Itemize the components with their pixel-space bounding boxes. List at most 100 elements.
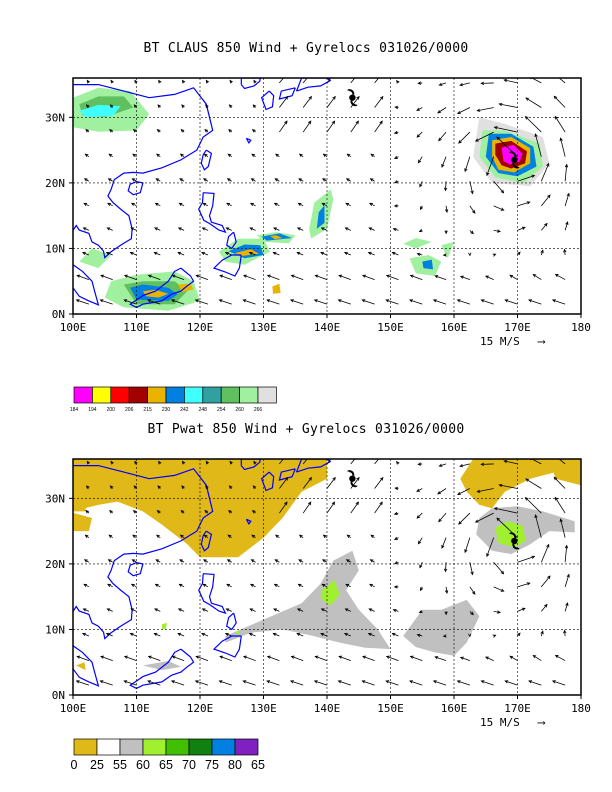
wind-arrowhead	[322, 153, 327, 157]
wind-arrowhead	[85, 509, 89, 514]
wind-arrowhead	[432, 680, 437, 684]
wind-arrowhead	[546, 543, 550, 548]
wind-arrow	[297, 608, 304, 612]
wind-arrow	[321, 608, 328, 612]
wind-arrow	[76, 680, 90, 686]
wind-arrowhead	[524, 496, 529, 501]
wind-arrowhead	[275, 534, 279, 538]
wind-arrow	[172, 275, 185, 280]
wind-arrow	[82, 633, 90, 637]
wind-arrow	[226, 227, 232, 231]
cyclone-symbol-icon	[509, 532, 520, 550]
wind-arrow	[77, 656, 90, 661]
wind-arrow	[266, 299, 280, 305]
wind-arrow	[486, 537, 495, 557]
wind-arrowhead	[297, 583, 302, 587]
wind-arrowhead	[357, 72, 360, 75]
wind-arrow	[243, 299, 256, 305]
wind-arrowhead	[158, 460, 162, 465]
wind-arrowhead	[155, 178, 160, 182]
wind-arrowhead	[459, 275, 464, 279]
wind-arrow	[458, 512, 471, 525]
wind-arrow	[201, 252, 209, 256]
coastline	[295, 459, 332, 473]
wind-arrowhead	[296, 251, 301, 255]
wind-arrow	[499, 103, 518, 108]
wind-arrow	[418, 537, 423, 544]
lat-label: 20N	[45, 177, 65, 190]
wind-arrowhead	[409, 680, 413, 684]
wind-arrowhead	[437, 491, 441, 495]
wind-arrow	[552, 299, 566, 305]
wind-arrow	[124, 656, 137, 661]
wind-arrow	[531, 459, 542, 465]
wind-arrowhead	[201, 632, 205, 636]
wind-arrow	[435, 275, 447, 280]
reference-vector-arrow-icon: ⟶	[537, 716, 546, 729]
claus-colorbar-swatch	[92, 386, 112, 404]
wind-arrow	[202, 227, 209, 231]
wind-arrowhead	[227, 153, 232, 157]
wind-arrow	[459, 82, 470, 86]
wind-arrowhead	[107, 178, 112, 182]
wind-arrow	[438, 131, 447, 141]
wind-arrow	[558, 78, 566, 84]
wind-arrowhead	[195, 274, 200, 278]
wind-arrow	[485, 275, 494, 280]
wind-arrowhead	[132, 534, 136, 538]
wind-arrowhead	[394, 486, 399, 491]
claus-colorbar-swatch	[239, 386, 259, 404]
wind-arrowhead	[81, 251, 86, 255]
wind-arrowhead	[534, 514, 538, 519]
claus-colorbar-label: 248	[199, 407, 208, 413]
wind-arrowhead	[242, 655, 247, 659]
wind-arrowhead	[250, 559, 255, 563]
wind-arrow	[504, 460, 518, 465]
wind-arrow	[326, 477, 336, 489]
wind-arrow	[477, 107, 494, 112]
wind-arrowhead	[202, 202, 207, 206]
wind-arrowhead	[332, 95, 336, 100]
coastline	[245, 137, 252, 145]
wind-arrowhead	[226, 583, 230, 587]
wind-arrowhead	[497, 229, 501, 233]
wind-arrow	[457, 299, 471, 305]
wind-arrowhead	[534, 133, 538, 138]
wind-arrowhead	[110, 460, 114, 465]
wind-arrow	[439, 463, 447, 467]
wind-arrowhead	[131, 559, 136, 563]
wind-arrow	[249, 608, 256, 612]
wind-arrowhead	[526, 582, 531, 586]
wind-arrowhead	[356, 95, 360, 100]
wind-arrow	[374, 120, 383, 133]
wind-arrow	[374, 96, 384, 108]
wind-arrow	[350, 501, 359, 514]
wind-arrowhead	[203, 153, 208, 157]
wind-arrowhead	[158, 79, 162, 84]
wind-arrowhead	[331, 501, 336, 506]
wind-arrowhead	[181, 460, 186, 465]
claus-colorbar-label: 206	[125, 407, 134, 413]
wind-arrowhead	[84, 153, 89, 157]
wind-arrowhead	[369, 178, 374, 182]
wind-arrowhead	[284, 120, 288, 125]
wind-arrowhead	[443, 187, 448, 192]
wind-arrow	[344, 252, 351, 256]
lon-label: 110E	[123, 321, 150, 334]
wind-arrow	[344, 633, 351, 637]
wind-arrow	[249, 633, 256, 637]
cyclone-symbol-icon	[347, 470, 358, 488]
coastline	[226, 231, 237, 250]
wind-arrow	[552, 680, 566, 686]
wind-arrow	[279, 459, 284, 465]
wind-arrowhead	[456, 680, 461, 684]
wind-arrow	[374, 477, 384, 489]
wind-arrowhead	[503, 78, 508, 83]
wind-arrowhead	[355, 120, 359, 125]
wind-arrow	[525, 497, 542, 514]
wind-arrowhead	[480, 680, 485, 684]
wind-arrowhead	[409, 299, 413, 303]
wind-arrowhead	[553, 476, 558, 481]
wind-arrow	[533, 274, 542, 280]
wind-arrow	[171, 680, 185, 686]
